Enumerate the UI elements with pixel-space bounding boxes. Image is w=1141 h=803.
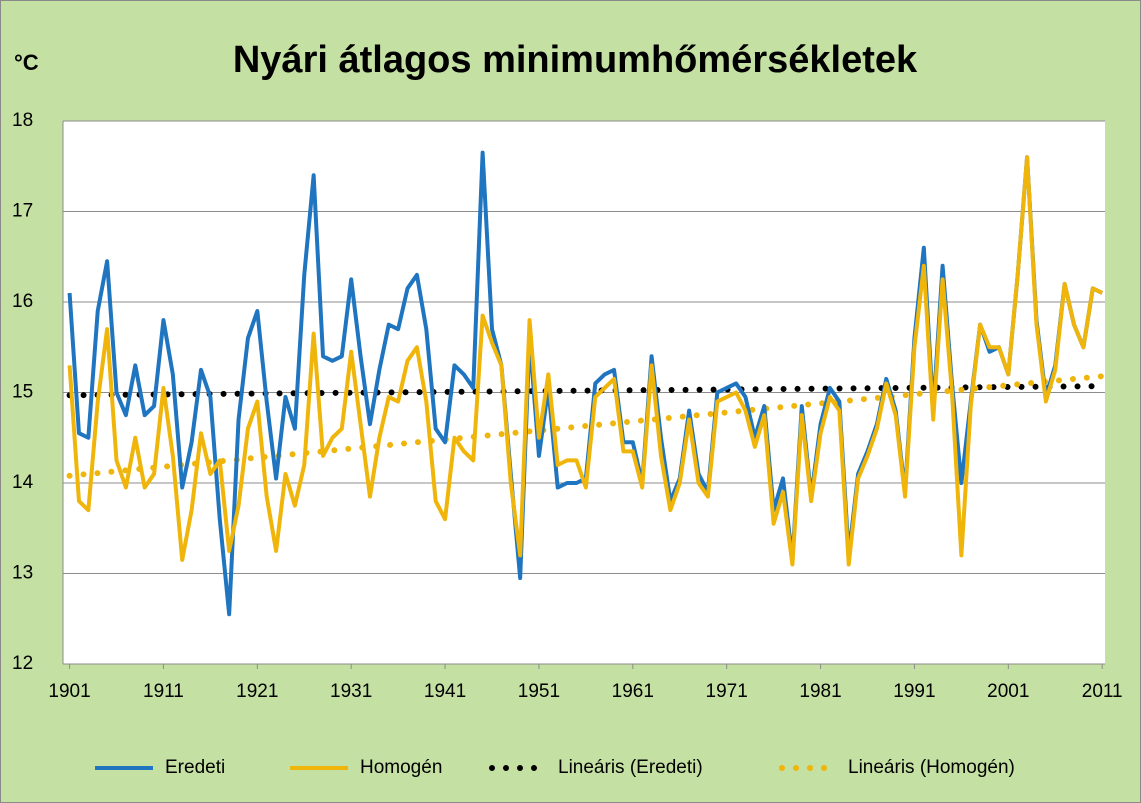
legend-label: Lineáris (Eredeti) [558,757,703,778]
y-tick-label: 14 [12,472,34,493]
chart-title: Nyári átlagos minimumhőmérsékletek [233,39,918,81]
x-tick-label: 1991 [893,681,935,702]
legend-label: Homogén [360,757,442,778]
y-tick-label: 16 [12,291,33,312]
y-tick-label: 17 [12,201,33,222]
y-tick-label: 13 [12,563,33,584]
x-tick-label: 1961 [612,681,654,702]
x-tick-label: 1931 [330,681,372,702]
x-tick-label: 1941 [424,681,466,702]
y-tick-label: 12 [12,653,33,674]
legend-label: Eredeti [165,757,225,778]
x-tick-label: 1951 [518,681,560,702]
trend-line [66,373,1106,479]
x-tick-label: 2001 [987,681,1029,702]
x-tick-label: 1981 [799,681,841,702]
x-tick-label: 1911 [143,681,184,702]
x-tick-label: 1971 [706,681,748,702]
y-axis-unit: °C [14,50,39,75]
y-tick-label: 18 [12,110,33,131]
x-tick-label: 1921 [236,681,278,702]
x-tick-label: 1901 [48,681,90,702]
x-tick-label: 2011 [1082,681,1123,702]
legend-label: Lineáris (Homogén) [848,757,1015,778]
y-tick-label: 15 [12,382,33,403]
trend-line [66,383,1106,399]
data-line [67,155,1104,567]
